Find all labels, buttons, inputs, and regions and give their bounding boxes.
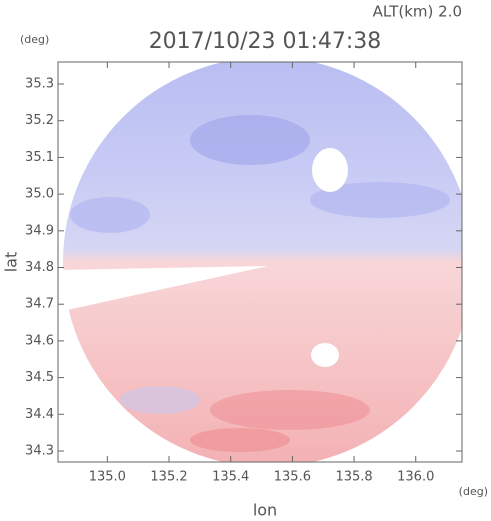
x-tick-label: 135.6 xyxy=(274,470,311,485)
y-tick-label: 35.3 xyxy=(25,77,54,92)
chart-title: 2017/10/23 01:47:38 xyxy=(149,29,382,54)
y-tick-label: 34.5 xyxy=(25,370,54,385)
plot-frame xyxy=(57,61,463,463)
y-unit: (deg) xyxy=(20,33,49,46)
y-tick-label: 34.8 xyxy=(25,260,54,275)
y-axis-label: lat xyxy=(2,252,21,273)
x-axis-label: lon xyxy=(253,501,277,520)
y-tick-label: 34.6 xyxy=(25,333,54,348)
y-tick-label: 34.9 xyxy=(25,223,54,238)
x-tick-label: 135.4 xyxy=(212,470,249,485)
y-tick-label: 34.4 xyxy=(25,407,54,422)
x-tick-label: 135.2 xyxy=(150,470,187,485)
x-tick-label: 135.8 xyxy=(335,470,372,485)
x-tick-label: 135.0 xyxy=(89,470,126,485)
subtitle: ALT(km) 2.0 xyxy=(373,3,462,21)
radar-field xyxy=(58,62,462,462)
x-unit: (deg) xyxy=(459,485,488,498)
y-tick-label: 35.1 xyxy=(25,150,54,165)
x-tick-label: 136.0 xyxy=(397,470,434,485)
y-tick-label: 35.2 xyxy=(25,113,54,128)
y-tick-label: 34.7 xyxy=(25,297,54,312)
y-tick-label: 34.3 xyxy=(25,443,54,458)
y-tick-label: 35.0 xyxy=(25,187,54,202)
